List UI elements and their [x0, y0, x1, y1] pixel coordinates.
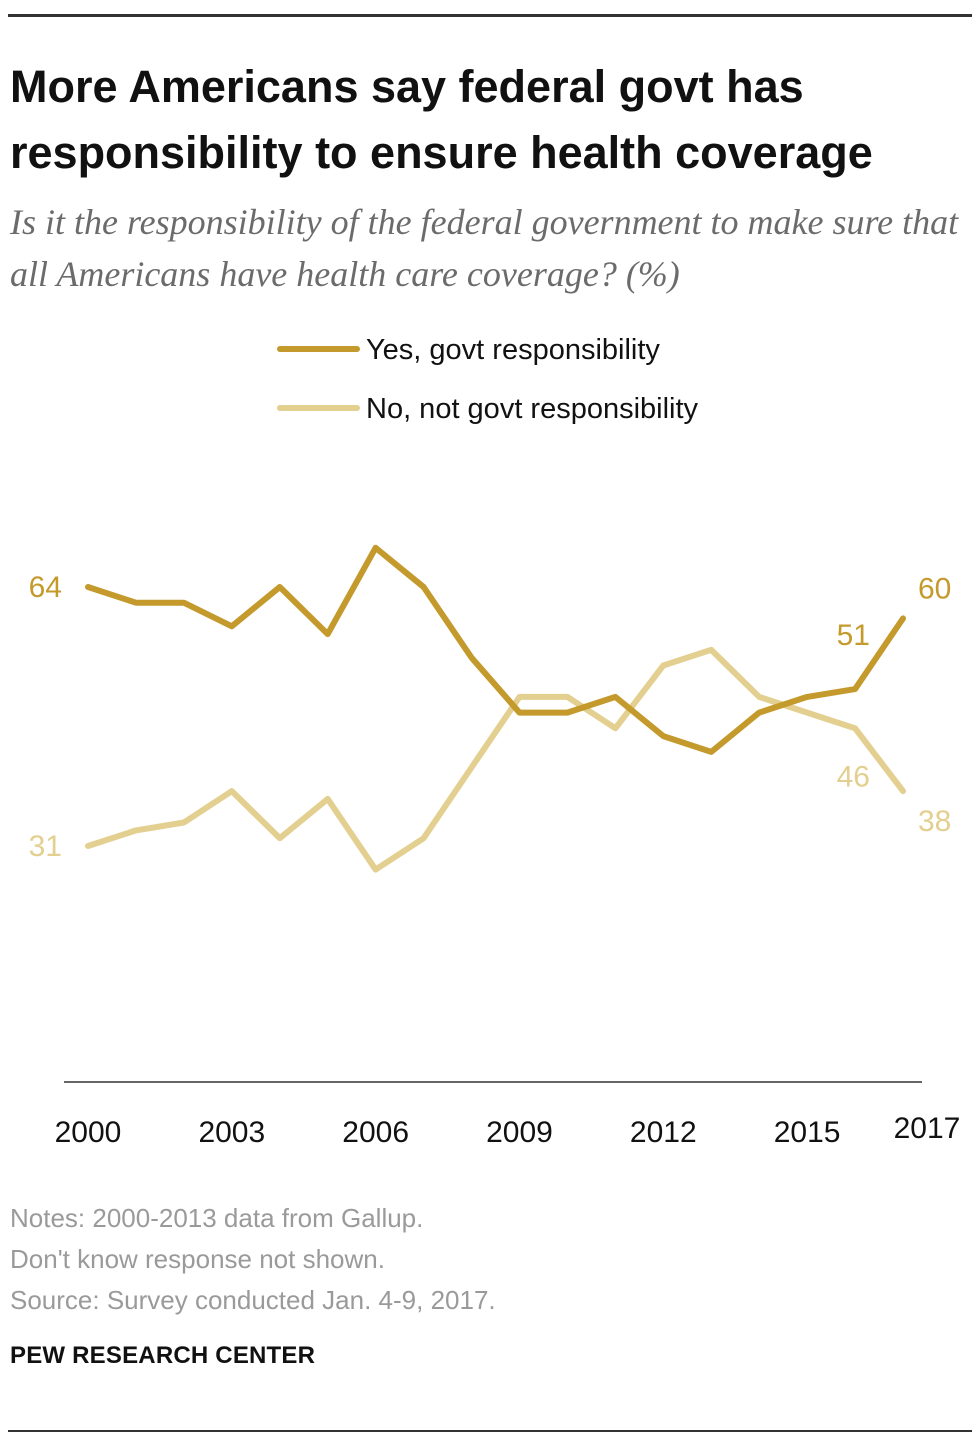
x-tick-label: 2003 [198, 1116, 265, 1149]
chart-title: More Americans say federal govt has resp… [10, 61, 873, 178]
chart-subtitle: Is it the responsibility of the federal … [10, 202, 959, 294]
legend: Yes, govt responsibility No, not govt res… [277, 334, 699, 425]
note-line: Don't know response not shown. [10, 1244, 385, 1274]
x-tick-label: 2009 [486, 1116, 553, 1149]
top-rule [8, 14, 972, 17]
bottom-rule [8, 1430, 972, 1432]
series-line-no [85, 646, 906, 873]
legend-label: No, not govt responsibility [366, 393, 699, 425]
data-label: 38 [918, 805, 951, 838]
series-line-yes [85, 544, 906, 755]
source-organization: PEW RESEARCH CENTER [10, 1342, 316, 1369]
x-axis: 2000 2003 2006 2009 2012 2015 2017 [55, 1081, 961, 1149]
data-label: 51 [837, 619, 870, 652]
data-label: 60 [918, 572, 951, 605]
x-tick-label: 2006 [342, 1116, 409, 1149]
x-tick-label: 2015 [774, 1116, 841, 1149]
note-line: Notes: 2000-2013 data from Gallup. [10, 1203, 424, 1233]
x-tick-label: 2017 [894, 1112, 961, 1145]
note-line: Source: Survey conducted Jan. 4-9, 2017. [10, 1285, 496, 1315]
data-label: 46 [837, 760, 870, 793]
data-label: 64 [29, 571, 62, 604]
x-tick-label: 2000 [55, 1116, 122, 1149]
data-labels: 64 51 60 31 46 38 [29, 571, 952, 863]
notes: Notes: 2000-2013 data from Gallup. Don't… [10, 1198, 910, 1321]
legend-label: Yes, govt responsibility [366, 334, 660, 366]
data-label: 31 [29, 830, 62, 863]
line-chart: Yes, govt responsibility No, not govt res… [29, 334, 961, 1149]
x-tick-label: 2012 [630, 1116, 697, 1149]
series-layer [85, 544, 906, 873]
